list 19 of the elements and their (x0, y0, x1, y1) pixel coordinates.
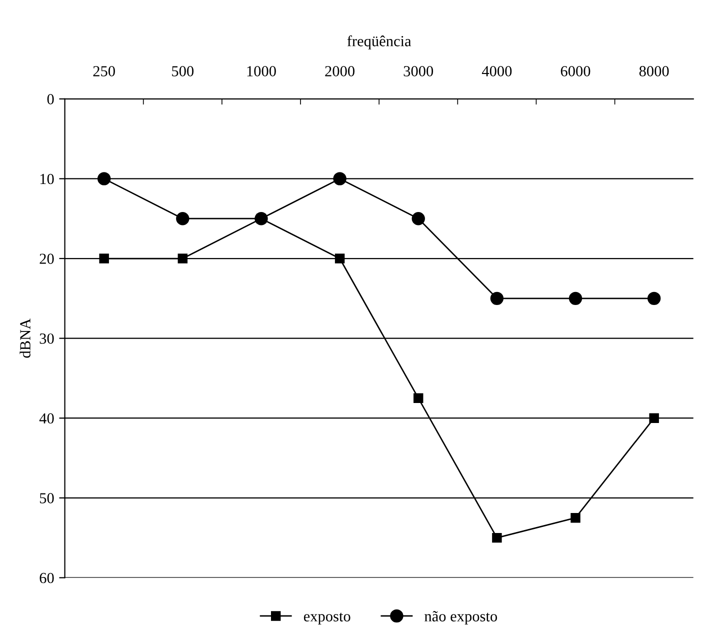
legend-label: não exposto (424, 611, 498, 625)
x-tick-label: 2000 (325, 66, 354, 76)
x-tick-label: 4000 (482, 66, 512, 76)
y-tick-label: 60 (40, 572, 54, 584)
x-tick-label: 500 (172, 66, 194, 76)
y-tick-label: 40 (39, 413, 54, 424)
y-tick-label: 50 (40, 493, 54, 504)
x-axis-title: freqüência (347, 35, 412, 50)
y-axis-title: dBNA (20, 318, 30, 358)
y-tick-label: 30 (40, 333, 54, 344)
y-tick-label: 0 (47, 94, 54, 104)
x-tick-label: 8000 (639, 66, 669, 76)
x-tick-label: 6000 (560, 66, 590, 76)
y-tick-label: 20 (40, 254, 54, 264)
x-tick-label: 1000 (247, 66, 276, 76)
legend-label: exposto (304, 612, 350, 625)
y-tick-label: 10 (40, 174, 54, 184)
x-tick-label: 250 (93, 66, 115, 76)
x-tick-label: 3000 (404, 66, 434, 76)
